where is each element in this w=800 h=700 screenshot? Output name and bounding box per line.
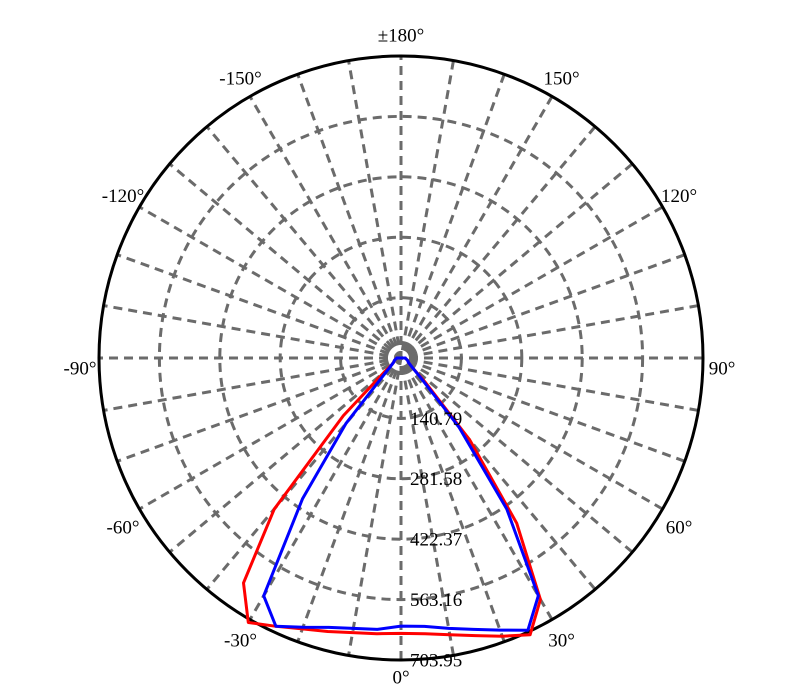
theta-tick-label: -60° [107, 517, 140, 538]
theta-tick-label: -90° [64, 358, 97, 379]
ring-grid-line [339, 296, 463, 420]
theta-tick-label: -30° [224, 630, 257, 651]
ring-grid-line [157, 114, 645, 602]
r-tick-label: 281.58 [410, 469, 462, 490]
theta-tick-label: -150° [219, 68, 261, 89]
r-tick-label: 563.16 [410, 590, 462, 611]
r-tick-label: 140.79 [410, 409, 462, 430]
r-tick-label: 703.95 [410, 650, 462, 671]
theta-tick-label: -120° [102, 186, 144, 207]
ring-grid-line [278, 235, 524, 481]
theta-tick-label: 0° [392, 667, 409, 688]
theta-tick-label: 90° [709, 358, 736, 379]
series-line [262, 356, 540, 632]
r-tick-label: 422.37 [410, 530, 462, 551]
theta-tick-label: 30° [548, 630, 575, 651]
theta-tick-label: ±180° [378, 25, 425, 46]
outer-circle [97, 54, 705, 662]
ring-grid-line [218, 175, 584, 541]
theta-tick-label: 60° [666, 517, 693, 538]
theta-tick-label: 150° [543, 68, 579, 89]
theta-tick-label: 120° [661, 186, 697, 207]
